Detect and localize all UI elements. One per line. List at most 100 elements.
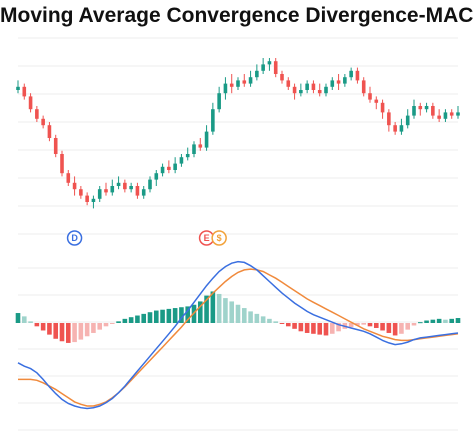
candle <box>72 176 77 196</box>
histogram-bar <box>204 295 209 323</box>
candle <box>35 106 39 122</box>
candle <box>387 109 391 132</box>
candle <box>22 83 27 100</box>
histogram-bar <box>229 301 235 323</box>
histogram-bar <box>348 323 354 328</box>
candle <box>47 122 52 142</box>
marker-label: D <box>71 233 78 243</box>
histogram-bar <box>141 313 147 323</box>
candle-body <box>317 90 322 94</box>
candle <box>154 170 159 186</box>
candle-body <box>456 112 460 116</box>
histogram-bar <box>254 313 260 323</box>
candle <box>424 102 429 113</box>
candle-body <box>72 182 77 190</box>
candle-body <box>405 115 410 126</box>
candle-body <box>173 163 177 170</box>
histogram-bar <box>40 323 46 331</box>
event-marker: $ <box>211 230 227 246</box>
histogram-bar <box>28 321 33 323</box>
candle-body <box>286 80 291 87</box>
candle-body <box>141 189 146 196</box>
candle-body <box>204 131 209 148</box>
event-markers: D E $ <box>66 230 227 246</box>
candle-body <box>185 154 190 158</box>
histogram-bar <box>210 291 216 323</box>
histogram-bar <box>273 321 279 323</box>
candle <box>97 186 102 202</box>
candle <box>286 77 291 90</box>
candle-body <box>60 154 64 174</box>
histogram-bar <box>411 323 417 326</box>
candle <box>305 80 309 94</box>
candle <box>211 102 215 135</box>
candle-body <box>211 109 215 132</box>
candle-body <box>104 189 108 193</box>
candle <box>374 96 379 110</box>
histogram-bar <box>323 323 329 336</box>
candle <box>91 195 96 209</box>
histogram-bar <box>166 308 172 323</box>
histogram-bar <box>455 318 461 323</box>
candle <box>330 77 335 90</box>
candle-body <box>66 173 71 183</box>
histogram-bar <box>367 323 373 327</box>
histogram-bar <box>405 323 411 330</box>
candle <box>223 77 228 100</box>
marker-badge <box>66 230 83 246</box>
marker-label: $ <box>217 233 222 243</box>
candle-body <box>22 86 27 97</box>
histogram-bar <box>443 319 448 323</box>
candle-body <box>242 80 247 84</box>
histogram-bar <box>449 318 455 323</box>
candle <box>204 125 209 151</box>
candle-body <box>255 70 259 78</box>
histogram-bar <box>172 308 178 323</box>
candle <box>242 74 247 87</box>
histogram-bar <box>72 323 77 343</box>
candle <box>368 86 372 103</box>
candle <box>311 80 316 94</box>
candle-body <box>135 186 140 196</box>
candle <box>443 109 448 122</box>
candle-body <box>236 80 240 87</box>
histogram-bar <box>47 323 52 335</box>
candle-body <box>47 125 52 138</box>
candle <box>261 58 265 74</box>
candle-body <box>85 195 89 202</box>
histogram-bar <box>392 323 398 336</box>
candle <box>431 102 435 119</box>
candle-body <box>154 173 159 180</box>
histogram-bar <box>436 318 442 323</box>
candle-body <box>324 86 328 94</box>
candle-body <box>380 102 385 113</box>
candle-body <box>349 70 353 78</box>
candle-body <box>449 112 454 116</box>
candle-body <box>393 125 397 132</box>
candle <box>129 182 133 193</box>
candle-body <box>424 106 429 110</box>
histogram-bar <box>311 323 316 334</box>
candle-body <box>110 186 115 193</box>
candle-body <box>412 106 416 116</box>
candle <box>160 163 165 177</box>
candle-body <box>192 144 196 154</box>
candle <box>60 150 64 177</box>
candle <box>148 176 152 193</box>
candle-body <box>160 166 165 174</box>
histogram-bar <box>380 323 385 331</box>
candle-body <box>123 182 127 190</box>
histogram-bar <box>329 323 335 334</box>
candle <box>361 77 366 97</box>
candle-body <box>374 99 379 103</box>
histogram-bar <box>223 298 228 323</box>
candle-body <box>79 189 83 196</box>
price-candles <box>16 58 460 209</box>
candle <box>273 58 278 78</box>
candle <box>28 93 33 113</box>
histogram-bar <box>59 323 65 342</box>
candle-body <box>387 112 391 126</box>
histogram-bar <box>53 323 59 339</box>
histogram-bar <box>399 323 404 334</box>
